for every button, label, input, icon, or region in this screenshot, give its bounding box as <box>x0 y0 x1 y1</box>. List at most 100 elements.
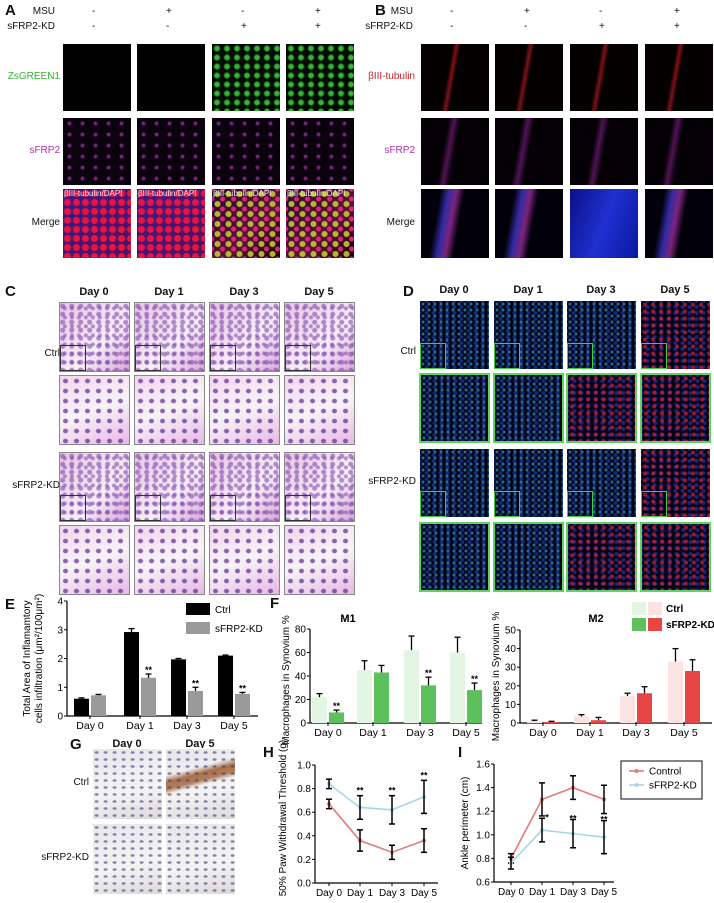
zoom-region-box <box>60 495 86 521</box>
line-kd <box>328 783 425 811</box>
y-tick-label: 50 <box>505 626 517 637</box>
micrograph-a: βIII-tubulin/DAPI <box>62 188 132 259</box>
y-tick-label: 0 <box>510 719 516 730</box>
he-micrograph <box>59 452 130 522</box>
ihc-micrograph <box>92 823 163 895</box>
he-micrograph <box>134 525 205 595</box>
bar-ctrl <box>357 670 372 723</box>
y-tick-label: 0.4 <box>297 831 311 842</box>
if-micrograph <box>493 300 564 370</box>
if-micrograph <box>566 373 637 443</box>
zoom-region-box <box>285 345 311 371</box>
day-header-c: Day 0 <box>79 286 109 298</box>
zoom-region-box <box>210 345 236 371</box>
micrograph-b <box>494 117 564 186</box>
y-tick-label: 1.4 <box>476 783 490 794</box>
he-micrograph <box>284 525 355 595</box>
bar-kd <box>591 720 606 723</box>
y-tick-label: 0.8 <box>476 854 490 865</box>
bar-ctrl <box>574 716 589 723</box>
bar-ctrl <box>527 721 542 723</box>
y-axis-label-part: cells infiltration (μm²/100μm²) <box>34 594 45 723</box>
significance-marker: ** <box>420 770 428 780</box>
significance-marker: ** <box>192 678 200 688</box>
zoom-region-box <box>210 495 236 521</box>
bar-kd <box>685 670 700 723</box>
if-micrograph <box>419 448 490 518</box>
significance-marker: ** <box>388 786 396 796</box>
zoom-region-box <box>567 343 593 369</box>
he-micrograph <box>209 525 280 595</box>
y-axis-label: 50% Paw Withdrawal Threshold (g) <box>278 740 289 897</box>
he-micrograph <box>209 452 280 522</box>
he-micrograph <box>134 302 205 372</box>
y-tick-label: 30 <box>505 663 517 674</box>
x-tick-label: Day 5 <box>452 727 480 739</box>
if-micrograph <box>419 300 490 370</box>
significance-marker: ** <box>425 668 433 678</box>
legend-swatch-m1 <box>632 618 646 631</box>
row-label-b: Merge <box>386 216 415 228</box>
if-micrograph <box>566 300 637 370</box>
day-header-d: Day 3 <box>586 284 616 296</box>
day-header-d: Day 5 <box>660 284 690 296</box>
panel-label-b: B <box>375 2 386 19</box>
zoom-region-box <box>135 495 161 521</box>
micrograph-a <box>62 117 132 186</box>
bar-kd <box>91 695 106 716</box>
y-tick-label: 1 <box>57 683 63 694</box>
msu-sign: + <box>315 6 321 17</box>
micrograph-a <box>136 43 206 112</box>
significance-marker: ** <box>471 674 479 684</box>
x-tick-label: Day 0 <box>76 720 104 732</box>
zoom-region-box <box>285 495 311 521</box>
legend-swatch-m2 <box>648 618 662 631</box>
if-micrograph <box>493 448 564 518</box>
zoom-region-box <box>494 491 520 517</box>
panel-label-c: C <box>5 283 16 300</box>
group-label-g: sFRP2-KD <box>41 852 89 863</box>
row-label-b: sFRP2 <box>384 144 415 156</box>
x-tick-label: Day 1 <box>126 720 154 732</box>
x-tick-label: Day 0 <box>498 887 525 898</box>
zoom-region-box <box>641 491 667 517</box>
msu-sign: - <box>450 6 454 17</box>
bar-kd <box>544 722 559 723</box>
panel-label-d: D <box>403 283 414 300</box>
micrograph-a <box>211 43 281 112</box>
legend-swatch <box>186 622 210 634</box>
if-micrograph <box>419 373 490 443</box>
micrograph-b <box>494 43 564 112</box>
bar-kd <box>637 693 652 723</box>
x-tick-label: Day 3 <box>560 887 587 898</box>
micrograph-b <box>420 188 490 259</box>
ihc-micrograph <box>165 823 236 895</box>
significance-marker: ** <box>145 665 153 675</box>
if-micrograph <box>566 522 637 592</box>
he-micrograph <box>59 302 130 372</box>
y-tick-label: 1.6 <box>476 760 490 771</box>
significance-marker: ** <box>356 786 364 796</box>
day-header-c: Day 5 <box>304 286 334 298</box>
bar-ctrl <box>218 655 233 716</box>
zoom-region-box <box>135 345 161 371</box>
he-micrograph <box>59 375 130 445</box>
kd-sign: + <box>315 21 321 32</box>
y-tick-label: 0.2 <box>297 855 311 866</box>
x-tick-label: Day 3 <box>406 727 434 739</box>
group-label-c: Ctrl <box>44 348 60 359</box>
day-header-c: Day 1 <box>154 286 184 298</box>
zoom-region-box <box>567 491 593 517</box>
bar-kd <box>235 693 250 716</box>
micrograph-b <box>569 188 639 259</box>
y-tick-label: 0.6 <box>476 878 490 889</box>
if-micrograph <box>493 373 564 443</box>
group-label-d: Ctrl <box>400 346 416 357</box>
y-tick-label: 4 <box>57 597 63 608</box>
if-micrograph <box>640 522 711 592</box>
bar-ctrl <box>404 650 419 723</box>
msu-sign: - <box>92 6 96 17</box>
msu-header-label: MSU <box>32 6 55 17</box>
x-tick-label: Day 1 <box>576 727 604 739</box>
bar-kd <box>374 672 389 723</box>
